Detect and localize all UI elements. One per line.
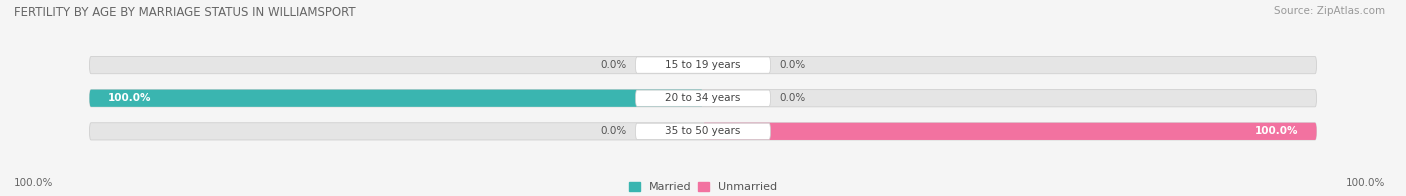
- Text: 100.0%: 100.0%: [14, 178, 53, 188]
- Text: 0.0%: 0.0%: [600, 126, 626, 136]
- FancyBboxPatch shape: [90, 123, 1316, 140]
- FancyBboxPatch shape: [90, 90, 703, 107]
- Text: 100.0%: 100.0%: [108, 93, 152, 103]
- Text: 20 to 34 years: 20 to 34 years: [665, 93, 741, 103]
- FancyBboxPatch shape: [90, 90, 1316, 107]
- FancyBboxPatch shape: [703, 123, 1316, 140]
- FancyBboxPatch shape: [636, 57, 770, 73]
- Text: 100.0%: 100.0%: [1254, 126, 1298, 136]
- Text: 0.0%: 0.0%: [600, 60, 626, 70]
- Legend: Married, Unmarried: Married, Unmarried: [628, 181, 778, 192]
- Text: Source: ZipAtlas.com: Source: ZipAtlas.com: [1274, 6, 1385, 16]
- Text: 100.0%: 100.0%: [1346, 178, 1385, 188]
- FancyBboxPatch shape: [636, 123, 770, 140]
- Text: 35 to 50 years: 35 to 50 years: [665, 126, 741, 136]
- FancyBboxPatch shape: [90, 56, 1316, 74]
- Text: 15 to 19 years: 15 to 19 years: [665, 60, 741, 70]
- FancyBboxPatch shape: [636, 90, 770, 106]
- Text: 0.0%: 0.0%: [780, 93, 806, 103]
- Text: 0.0%: 0.0%: [780, 60, 806, 70]
- Text: FERTILITY BY AGE BY MARRIAGE STATUS IN WILLIAMSPORT: FERTILITY BY AGE BY MARRIAGE STATUS IN W…: [14, 6, 356, 19]
